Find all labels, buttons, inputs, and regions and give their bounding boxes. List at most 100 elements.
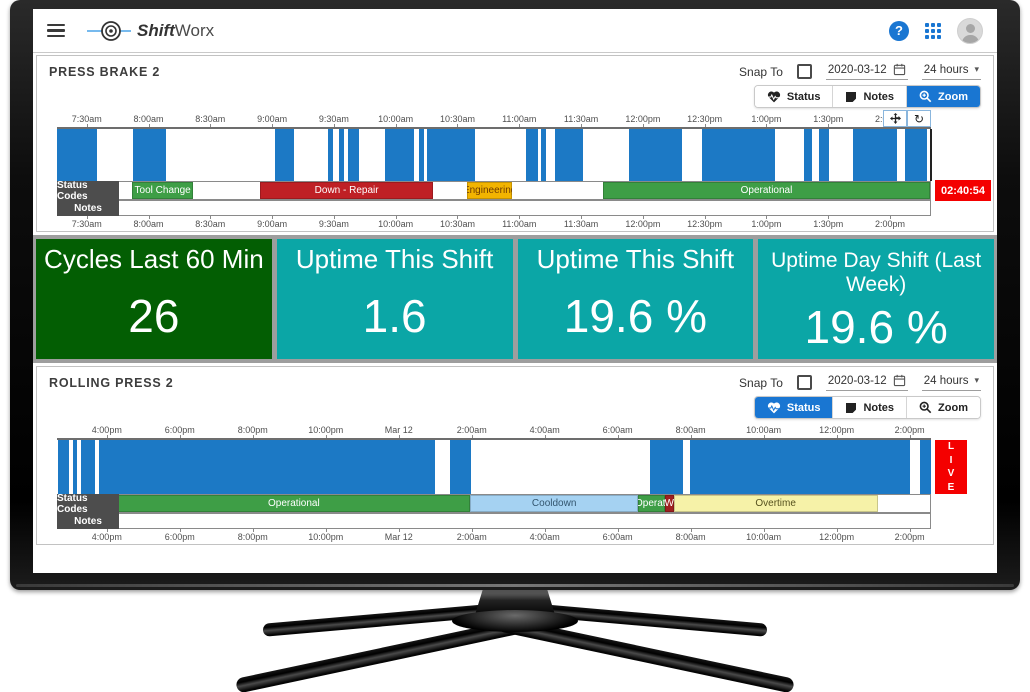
grid-dot xyxy=(937,34,941,39)
help-icon[interactable]: ? xyxy=(889,20,909,41)
axis-tick xyxy=(471,529,473,532)
button-label: Zoom xyxy=(938,401,968,414)
axis-tick-label: 8:00am xyxy=(675,425,706,435)
axis-tick xyxy=(457,216,459,219)
notes-label: Notes xyxy=(57,200,119,216)
machine-cycle-bar xyxy=(57,440,70,494)
live-indicator: L I V E xyxy=(935,440,967,494)
axis-tick xyxy=(333,216,335,219)
axis-tick xyxy=(106,529,108,532)
timeline-chart: 4:00pm 6:00pm 8:00pm 10:00pm Mar 12 2:00am 4:0… xyxy=(57,425,967,542)
axis-tick-label: 11:30am xyxy=(563,114,599,124)
panel-controls: Snap To 2020-03-12 24 hours ▾ xyxy=(739,63,981,80)
status-segment: Overtime xyxy=(673,495,878,512)
status-button[interactable]: Status xyxy=(754,86,833,107)
axis-tick-label: 6:00pm xyxy=(164,532,195,542)
axis-tick xyxy=(544,529,546,532)
kpi-tile: Uptime This Shift 1.6 xyxy=(276,239,513,359)
notes-button[interactable]: Notes xyxy=(832,86,907,107)
axis-tick-label: 12:00pm xyxy=(819,425,855,435)
note-icon xyxy=(845,402,857,414)
axis-tick-label: 4:00am xyxy=(529,532,560,542)
axis-tick-label: 1:00pm xyxy=(751,219,782,229)
machine-cycle-bar xyxy=(689,440,910,494)
reset-zoom-button[interactable]: ↻ xyxy=(907,110,931,127)
caret-down-icon: ▾ xyxy=(974,64,979,74)
status-segment: W xyxy=(664,495,674,512)
axis-tick-label: 12:00pm xyxy=(819,532,855,542)
status-strip: Tool Change Down - Repair Engineering Opera… xyxy=(57,181,931,200)
axis-tick xyxy=(909,435,911,438)
axis-tick xyxy=(909,529,911,532)
machine-cycle-bar xyxy=(649,440,683,494)
range-select[interactable]: 24 hours ▾ xyxy=(921,64,981,80)
kpi-tile: Cycles Last 60 Min 26 xyxy=(36,239,272,359)
apps-grid-icon[interactable] xyxy=(925,22,941,39)
grid-dot xyxy=(925,34,929,39)
date-value: 2020-03-12 xyxy=(827,374,887,387)
range-select[interactable]: 24 hours ▾ xyxy=(921,375,981,391)
axis-tick-label: 11:00am xyxy=(502,114,537,124)
axis-tick xyxy=(581,124,583,127)
time-axis-bottom: 4:00pm 6:00pm 8:00pm 10:00pm Mar 12 2:00am 4:0… xyxy=(57,529,931,542)
axis-tick-label: 4:00am xyxy=(529,425,560,435)
date-field[interactable]: 2020-03-12 xyxy=(825,63,908,80)
axis-tick xyxy=(252,529,254,532)
machine-cycle-bar xyxy=(133,129,167,181)
axis-tick xyxy=(581,216,583,219)
app-title: ShiftWorx xyxy=(137,20,215,40)
button-label: Status xyxy=(786,401,821,414)
snap-to-checkbox[interactable] xyxy=(796,375,812,390)
machine-cycle-bar xyxy=(384,129,414,181)
kpi-tile: Uptime This Shift 19.6 % xyxy=(517,239,754,359)
machine-cycle-bar xyxy=(919,440,931,494)
axis-tick-label: 8:00pm xyxy=(237,425,268,435)
zoom-button[interactable]: Zoom xyxy=(906,397,980,418)
button-label: Notes xyxy=(863,401,895,414)
axis-tick xyxy=(617,435,619,438)
status-segment: Cooldown xyxy=(470,495,638,512)
axis-tick-label: 6:00am xyxy=(602,532,633,542)
date-field[interactable]: 2020-03-12 xyxy=(825,374,908,391)
status-segment: Operati xyxy=(637,495,665,512)
kpi-title: Uptime This Shift xyxy=(295,244,494,274)
status-codes-label: Status Codes xyxy=(57,493,119,515)
pan-button[interactable] xyxy=(883,110,907,127)
kpi-title: Uptime This Shift xyxy=(536,244,735,274)
axis-tick xyxy=(828,216,830,219)
axis-tick xyxy=(690,529,692,532)
cycle-bars-area[interactable] xyxy=(57,127,932,181)
machine-cycle-bar xyxy=(555,129,584,181)
axis-tick xyxy=(890,216,891,219)
axis-tick-label: 4:00pm xyxy=(91,532,122,542)
avatar[interactable] xyxy=(957,17,983,44)
app-bar: ShiftWorx ? xyxy=(33,9,997,53)
status-button[interactable]: Status xyxy=(754,397,833,418)
machine-panel-press-brake-2: PRESS BRAKE 2 Snap To 2020-03-12 24 hours ▾ S… xyxy=(36,55,994,232)
zoom-button[interactable]: Zoom xyxy=(906,86,980,107)
axis-tick-label: 1:00pm xyxy=(751,114,782,124)
snap-to-checkbox[interactable] xyxy=(796,64,812,79)
menu-icon[interactable] xyxy=(47,23,65,38)
axis-tick xyxy=(325,529,327,532)
notes-button[interactable]: Notes xyxy=(832,397,907,418)
calendar-icon xyxy=(893,63,906,76)
axis-tick-label: 8:00am xyxy=(133,114,164,124)
snap-to-label: Snap To xyxy=(739,64,783,79)
machine-cycle-bar xyxy=(57,129,98,181)
notes-strip xyxy=(57,200,931,216)
grid-dot xyxy=(925,28,929,33)
axis-tick xyxy=(519,124,521,127)
notes-strip xyxy=(57,513,931,529)
axis-tick-label: 8:00pm xyxy=(237,532,268,542)
grid-dot xyxy=(931,34,935,39)
status-codes-row: Tool Change Down - Repair Engineering Opera… xyxy=(57,180,992,202)
cycle-bars-area[interactable]: L I V E xyxy=(57,438,967,494)
axis-tick xyxy=(617,529,619,532)
axis-tick-label: 11:00am xyxy=(502,219,537,229)
app-bar-actions: ? xyxy=(889,17,983,44)
machine-cycle-bar xyxy=(418,129,425,181)
axis-tick xyxy=(704,216,706,219)
machine-cycle-bar xyxy=(327,129,334,181)
current-time-cursor xyxy=(930,129,932,181)
